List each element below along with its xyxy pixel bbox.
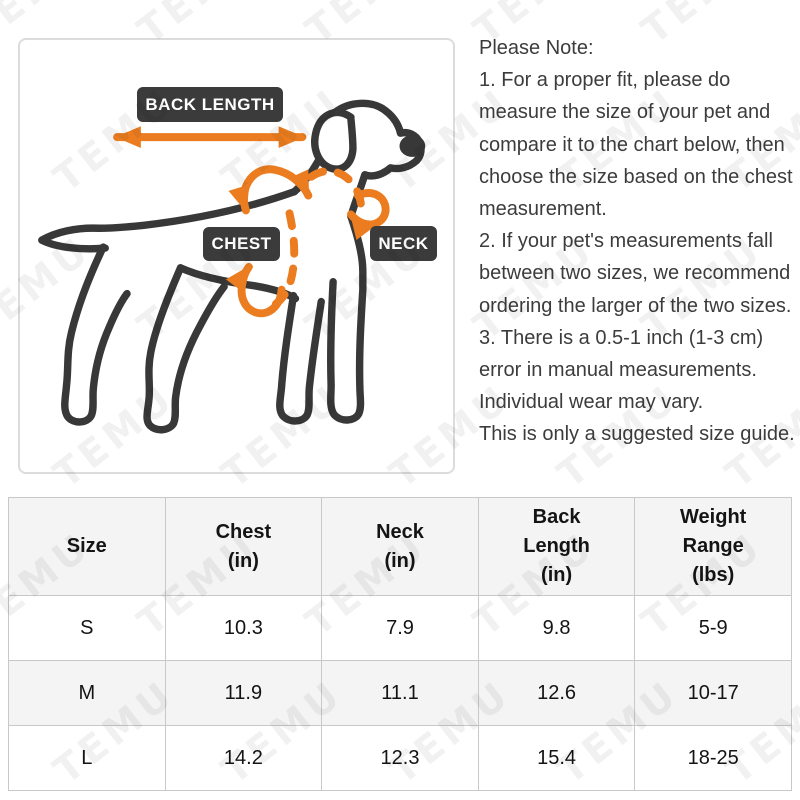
size-chart-cell: L [8,725,166,791]
size-chart-header-cell: Weight Range (lbs) [634,497,792,596]
size-chart-cell: 10.3 [164,595,323,661]
size-chart-cell: M [8,660,166,726]
size-chart-cell: 12.6 [477,660,636,726]
size-chart-header-cell: Chest (in) [164,497,323,596]
size-chart-cell: 15.4 [477,725,636,791]
size-chart-header-cell: Size [8,497,166,596]
size-chart-cell: 5-9 [634,595,792,661]
size-chart-cell: 10-17 [634,660,792,726]
size-chart-cell: 18-25 [634,725,792,791]
size-chart-cell: S [8,595,166,661]
measurement-diagram-panel: BACK LENGTH CHEST NECK [18,38,455,474]
size-chart-cell: 11.1 [321,660,479,726]
neck-girth-arrows [307,167,390,240]
neck-label: NECK [370,226,437,261]
size-chart-row: S 10.3 7.9 9.8 5-9 [8,595,792,661]
dog-outline [38,99,426,434]
size-chart-header-cell: Back Length (in) [477,497,636,596]
size-chart-header-cell: Neck (in) [321,497,479,596]
dog-measurement-illustration [38,99,426,434]
size-chart-cell: 14.2 [164,725,323,791]
size-chart-cell: 11.9 [164,660,323,726]
size-chart-table: Size Chest (in) Neck (in) Back Length (in) W… [8,497,792,791]
dog-nose [399,135,426,157]
size-chart-row: L 14.2 12.3 15.4 18-25 [8,725,792,791]
size-chart-row: M 11.9 11.1 12.6 10-17 [8,660,792,726]
chest-label: CHEST [203,227,280,261]
size-chart-cell: 9.8 [477,595,636,661]
size-chart-cell: 7.9 [321,595,479,661]
size-chart-header-row: Size Chest (in) Neck (in) Back Length (in) W… [8,497,792,596]
chest-girth-arrows [225,165,313,318]
back-length-label: BACK LENGTH [137,87,283,122]
size-guide-notes: Please Note: 1. For a proper fit, please… [479,37,795,446]
size-chart-body: S 10.3 7.9 9.8 5-9 M 11.9 11.1 12.6 10-17 L 14.2 12.… [8,595,792,791]
size-chart-cell: 12.3 [321,725,479,791]
